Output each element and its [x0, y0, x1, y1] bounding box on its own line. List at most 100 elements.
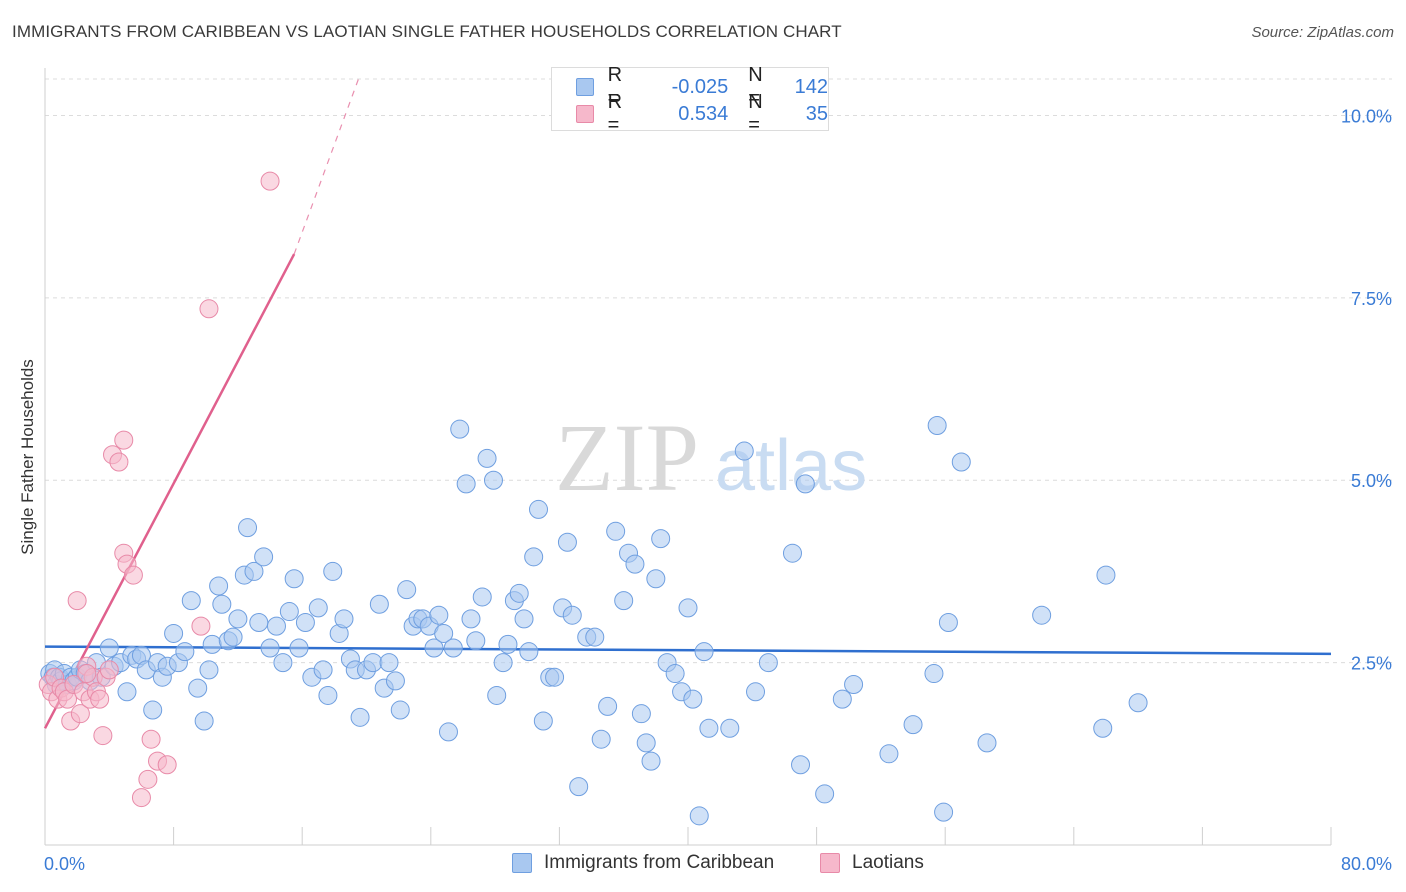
point-caribbean [758, 653, 778, 673]
point-caribbean [694, 642, 714, 662]
chart-title: IMMIGRANTS FROM CARIBBEAN VS LAOTIAN SIN… [12, 22, 842, 41]
point-caribbean [289, 638, 309, 658]
y-axis-label: Single Father Households [18, 359, 37, 555]
point-laotians [114, 430, 134, 450]
point-caribbean [212, 594, 232, 614]
point-caribbean [175, 642, 195, 662]
point-caribbean [641, 751, 661, 771]
bottom-legend-label-caribbean: Immigrants from Caribbean [544, 852, 775, 873]
point-laotians [260, 171, 280, 191]
point-caribbean [199, 660, 219, 680]
point-caribbean [529, 499, 549, 519]
point-caribbean [1128, 693, 1148, 713]
point-caribbean [683, 689, 703, 709]
point-caribbean [734, 441, 754, 461]
legend-r-value: -0.025 [671, 75, 729, 98]
trend-line-laotians-extension [293, 78, 360, 255]
point-caribbean [631, 704, 651, 724]
point-caribbean [1093, 718, 1113, 738]
legend-r-value: 0.534 [678, 102, 729, 125]
point-caribbean [487, 685, 507, 705]
trend-lines [43, 78, 1332, 729]
point-caribbean [625, 554, 645, 574]
point-caribbean [509, 583, 529, 603]
point-caribbean [1096, 565, 1116, 585]
point-caribbean [924, 664, 944, 684]
point-laotians [138, 769, 158, 789]
bottom-legend-caribbean: Immigrants from Caribbean [512, 852, 774, 874]
point-caribbean [188, 678, 208, 698]
point-caribbean [308, 598, 328, 618]
point-caribbean [323, 561, 343, 581]
point-caribbean [879, 744, 899, 764]
point-caribbean [791, 755, 811, 775]
point-caribbean [746, 682, 766, 702]
point-laotians [131, 788, 151, 808]
point-caribbean [390, 700, 410, 720]
point-caribbean [164, 623, 184, 643]
point-laotians [70, 704, 90, 724]
legend-row-laotians: R = 0.534 N = 35 [576, 91, 828, 136]
trend-line-caribbean [44, 645, 1332, 656]
point-caribbean [938, 612, 958, 632]
point-caribbean [1032, 605, 1052, 625]
point-caribbean [238, 518, 258, 538]
watermark-atlas: atlas [715, 426, 867, 506]
point-caribbean [795, 474, 815, 494]
point-laotians [67, 591, 87, 611]
point-caribbean [699, 718, 719, 738]
legend-r-label: R = [607, 91, 623, 136]
point-caribbean [720, 718, 740, 738]
point-caribbean [397, 580, 417, 600]
point-caribbean [273, 653, 293, 673]
point-caribbean [209, 576, 229, 596]
point-caribbean [466, 631, 486, 651]
point-caribbean [424, 638, 444, 658]
point-caribbean [562, 605, 582, 625]
point-caribbean [832, 689, 852, 709]
point-caribbean [524, 547, 544, 567]
point-caribbean [493, 653, 513, 673]
point-caribbean [483, 470, 503, 490]
bottom-legend-label-laotians: Laotians [852, 852, 924, 873]
point-caribbean [977, 733, 997, 753]
point-caribbean [665, 664, 685, 684]
point-caribbean [279, 602, 299, 622]
point-caribbean [472, 587, 492, 607]
point-caribbean [334, 609, 354, 629]
point-caribbean [266, 616, 286, 636]
point-caribbean [318, 685, 338, 705]
point-caribbean [438, 722, 458, 742]
point-caribbean [533, 711, 553, 731]
point-caribbean [202, 634, 222, 654]
point-caribbean [385, 671, 405, 691]
x-tick-label: 80.0% [1341, 854, 1392, 874]
point-caribbean [461, 609, 481, 629]
point-caribbean [678, 598, 698, 618]
point-caribbean [903, 715, 923, 735]
legend-n-label: N = [748, 64, 763, 109]
point-caribbean [498, 634, 518, 654]
legend-n-label: N = [748, 91, 763, 136]
point-laotians [157, 755, 177, 775]
point-caribbean [557, 532, 577, 552]
point-caribbean [313, 660, 333, 680]
point-laotians [77, 664, 97, 684]
axes [44, 68, 1332, 846]
point-laotians [199, 299, 219, 319]
point-caribbean [815, 784, 835, 804]
bottom-legend-laotians: Laotians [820, 852, 924, 874]
legend-n-value: 35 [805, 102, 828, 125]
y-tick-label: 5.0% [1351, 471, 1392, 491]
tick-labels: 2.5% 5.0% 7.5% 10.0% 0.0% 80.0% [44, 106, 1392, 874]
point-laotians [93, 726, 113, 746]
point-laotians [191, 616, 211, 636]
legend-swatch-laotians [576, 105, 594, 123]
point-caribbean [844, 675, 864, 695]
point-caribbean [934, 802, 954, 822]
point-caribbean [249, 612, 269, 632]
point-caribbean [545, 667, 565, 687]
point-caribbean [450, 419, 470, 439]
bottom-legend-swatch-caribbean [512, 853, 532, 873]
